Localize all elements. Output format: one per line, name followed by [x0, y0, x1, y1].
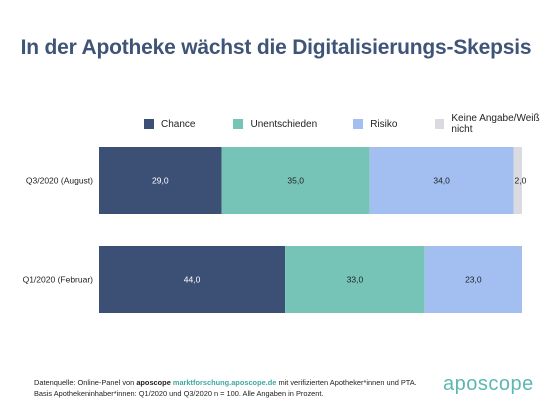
data-label: 2,0 [515, 176, 527, 186]
chart-title: In der Apotheke wächst die Digitalisieru… [20, 36, 532, 59]
aposcope-logo: aposcope [443, 373, 534, 395]
legend-item: Unentschieden [233, 119, 317, 130]
bar-segment [99, 147, 222, 214]
footnote-prefix: Datenquelle: Online-Panel von [34, 378, 135, 387]
category-label: Q3/2020 (August) [26, 176, 93, 186]
source-footnote: Datenquelle: Online-Panel von aposcope m… [34, 377, 434, 399]
legend-swatch [144, 119, 154, 129]
bar-segment [221, 147, 370, 214]
bar-segment [285, 246, 425, 313]
legend-label: Unentschieden [250, 118, 318, 130]
chart-legend: Chance Unentschieden Risiko Keine Angabe/We… [144, 113, 552, 135]
footnote-line-2: Basis Apothekeninhaber*innen: Q1/2020 un… [34, 389, 324, 398]
legend-item: Risiko [353, 119, 397, 130]
data-label: 33,0 [347, 275, 364, 285]
data-label: 34,0 [433, 176, 450, 186]
legend-item: Keine Angabe/Weiß nicht [435, 113, 552, 135]
legend-swatch [353, 119, 364, 129]
data-label: 23,0 [465, 275, 482, 285]
footnote-brand: aposcope [136, 378, 171, 387]
legend-label: Risiko [370, 118, 398, 130]
legend-label: Chance [161, 118, 196, 130]
footnote-suffix: mit verifizierten Apotheker*innen und PT… [278, 378, 417, 387]
legend-swatch [233, 119, 244, 129]
category-label: Q1/2020 (Februar) [23, 275, 94, 285]
footnote-line-1: Datenquelle: Online-Panel von aposcope m… [34, 377, 434, 388]
legend-swatch [435, 119, 445, 129]
data-label: 29,0 [152, 176, 169, 186]
data-label: 44,0 [184, 275, 201, 285]
bar-segment [513, 147, 522, 214]
legend-label: Keine Angabe/Weiß nicht [451, 113, 540, 135]
bar-segment [99, 246, 286, 313]
bar-segment [424, 246, 522, 313]
legend-item: Chance [144, 119, 195, 130]
bar-segment [369, 147, 514, 214]
data-label: 35,0 [287, 176, 304, 186]
footnote-link[interactable]: marktforschung.aposcope.de [172, 378, 277, 387]
